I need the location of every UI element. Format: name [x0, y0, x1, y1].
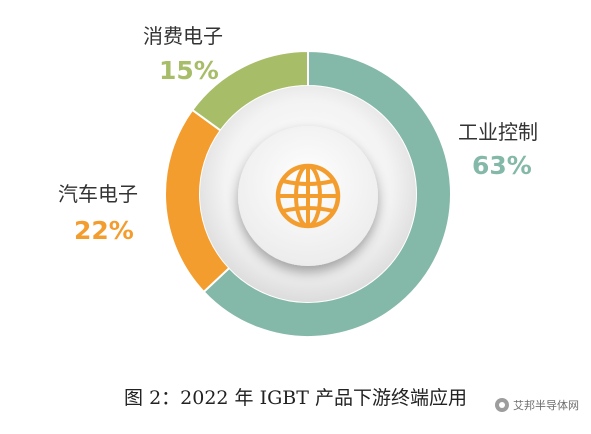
globe-icon	[275, 163, 341, 229]
segment-value-consumer: 15%	[159, 56, 219, 85]
segment-value-industrial: 63%	[472, 151, 532, 180]
figure-caption: 图 2：2022 年 IGBT 产品下游终端应用	[124, 387, 467, 409]
segment-label-industrial: 工业控制	[458, 120, 538, 144]
donut-segments	[164, 49, 452, 338]
segment-label-automotive: 汽车电子	[58, 182, 138, 206]
segment-label-consumer: 消费电子	[143, 24, 223, 48]
watermark-text: 艾邦半导体网	[513, 399, 579, 412]
watermark: 艾邦半导体网	[495, 397, 579, 413]
segment-value-automotive: 22%	[74, 216, 134, 245]
wechat-icon	[495, 398, 509, 412]
